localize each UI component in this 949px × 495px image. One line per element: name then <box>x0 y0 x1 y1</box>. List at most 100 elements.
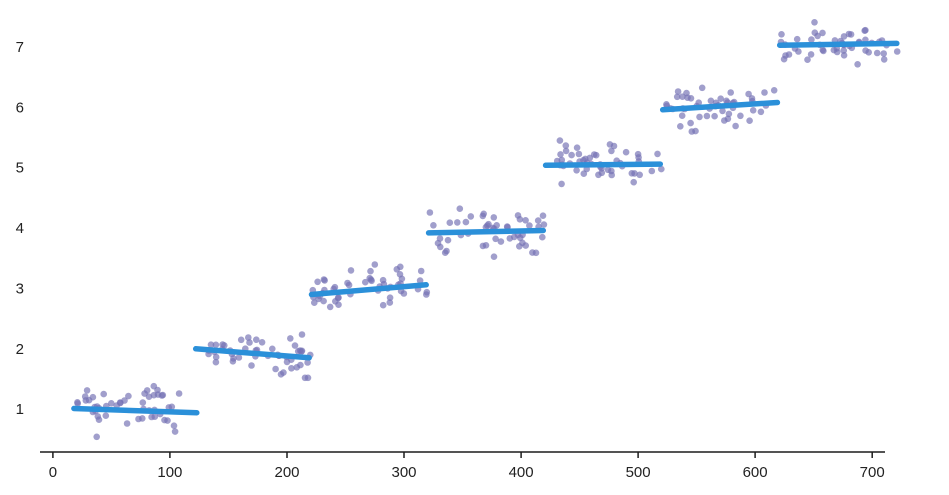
scatter-point <box>94 413 102 420</box>
y-axis-tick-label: 6 <box>16 99 24 116</box>
scatter-point <box>778 31 785 38</box>
scatter-point <box>298 348 305 355</box>
scatter-point <box>108 400 115 407</box>
scatter-point <box>345 281 353 289</box>
scatter-point <box>575 150 583 158</box>
scatter-point <box>580 156 587 164</box>
scatter-point <box>82 397 90 404</box>
scatter-point <box>622 148 630 156</box>
scatter-point <box>717 95 724 102</box>
scatter-point <box>562 142 570 149</box>
scatter-point <box>326 303 334 311</box>
scatter-point <box>532 249 540 257</box>
scatter-point <box>678 112 686 119</box>
scatter-point <box>430 222 437 229</box>
scatter-point <box>830 46 838 54</box>
scatter-point <box>723 97 730 105</box>
scatter-point <box>93 433 100 441</box>
y-axis-tick-label: 4 <box>16 220 24 237</box>
scatter-point <box>539 212 547 219</box>
scatter-point <box>880 56 888 63</box>
scatter-point <box>207 341 215 349</box>
scatter-point <box>121 397 128 404</box>
scatter-point <box>698 84 706 92</box>
scatter-point <box>311 299 318 307</box>
scatter-point <box>161 416 168 424</box>
scatter-point <box>293 364 301 371</box>
x-axis-tick-label: 600 <box>743 464 768 481</box>
scatter-point <box>490 214 498 221</box>
scatter-point <box>125 392 132 400</box>
scatter-point <box>556 137 564 144</box>
scatter-point <box>331 283 339 291</box>
scatter-point <box>497 238 505 245</box>
scatter-point <box>648 167 656 175</box>
scatter-point <box>573 144 581 151</box>
scatter-point <box>150 382 158 390</box>
scatter-point <box>170 422 178 430</box>
scatter-point <box>692 127 699 135</box>
scatter-point <box>493 222 501 229</box>
scatter-point <box>687 119 694 127</box>
trend-line-segment <box>776 40 900 48</box>
scatter-point <box>516 216 524 223</box>
scatter-point <box>371 261 379 268</box>
scatter-point <box>446 219 454 226</box>
scatter-point <box>379 301 387 309</box>
trend-line-segment <box>71 405 200 416</box>
scatter-point <box>237 336 245 344</box>
scatter-point <box>707 97 715 105</box>
scatter-point <box>687 95 695 102</box>
scatter-point <box>539 233 546 241</box>
scatter-point <box>480 210 488 218</box>
scatter-point <box>212 353 220 361</box>
scatter-point <box>139 399 147 406</box>
scatter-point <box>444 236 452 244</box>
scatter-point <box>467 213 475 220</box>
scatter-point <box>737 112 744 120</box>
scatter-point <box>677 123 684 130</box>
scatter-point <box>534 217 542 224</box>
scatter-point <box>558 180 565 188</box>
scatter-point <box>757 108 765 116</box>
scatter-point <box>519 239 526 247</box>
scatter-point <box>456 205 464 212</box>
scatter-point <box>171 428 179 435</box>
scatter-point <box>865 49 872 56</box>
scatter-point <box>510 233 518 241</box>
scatter-point <box>608 147 615 155</box>
scatter-point <box>362 278 369 286</box>
scatter-point <box>436 235 444 242</box>
scatter-point <box>590 151 598 158</box>
scatter-point <box>423 291 430 298</box>
scatter-point <box>770 87 778 94</box>
scatter-point <box>74 399 81 406</box>
y-axis-tick-label: 5 <box>16 160 24 177</box>
scatter-point <box>280 369 287 376</box>
scatter-point <box>819 46 826 54</box>
scatter-point <box>819 29 826 37</box>
scatter-point <box>725 110 733 118</box>
scatter-point <box>462 218 470 226</box>
x-axis-tick-label: 300 <box>391 464 416 481</box>
scatter-point <box>151 413 159 421</box>
trend-line-segment <box>192 346 312 361</box>
scatter-point <box>610 142 618 150</box>
scatter-point <box>426 209 434 216</box>
scatter-point <box>269 345 276 353</box>
scatter-point <box>492 235 499 243</box>
scatter-point <box>854 61 861 68</box>
scatter-point <box>654 150 661 158</box>
scatter-point <box>454 219 461 226</box>
scatter-point <box>840 33 848 40</box>
scatter-point <box>761 89 768 96</box>
scatter-point <box>314 278 321 286</box>
scatter-point <box>540 221 548 228</box>
scatter-point <box>367 267 374 275</box>
scatter-point <box>252 336 260 344</box>
y-axis-tick-label: 7 <box>16 39 24 56</box>
y-axis-tick-label: 3 <box>16 280 24 297</box>
scatter-point <box>522 217 529 224</box>
scatter-point <box>840 52 848 59</box>
